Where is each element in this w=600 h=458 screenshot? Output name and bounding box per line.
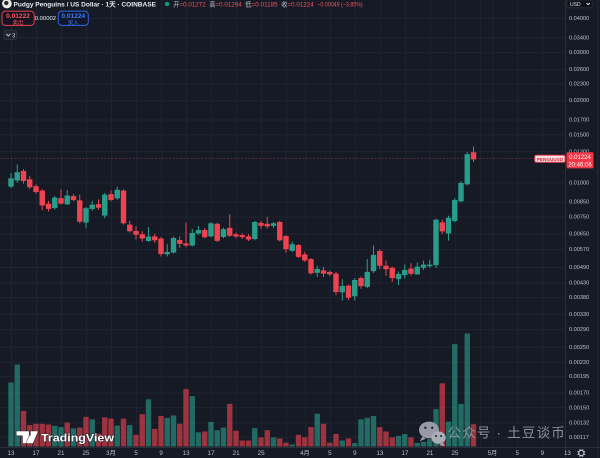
svg-text:0.00195: 0.00195 (569, 374, 589, 380)
svg-text:13: 13 (183, 450, 190, 457)
svg-text:0.00750: 0.00750 (569, 215, 589, 221)
svg-text:0.01500: 0.01500 (569, 132, 589, 138)
svg-text:3月: 3月 (106, 450, 116, 457)
svg-text:0.03400: 0.03400 (569, 35, 589, 41)
svg-text:0.00430: 0.00430 (569, 281, 589, 287)
svg-text:0.01224: 0.01224 (61, 13, 85, 20)
svg-text:0.00117: 0.00117 (569, 435, 589, 441)
svg-text:Pudgy Penguins / US Dollar · 1: Pudgy Penguins / US Dollar · 1天 · COINBA… (14, 0, 157, 8)
svg-text:0.00850: 0.00850 (569, 200, 589, 206)
svg-text:25: 25 (258, 450, 265, 457)
svg-text:0.00330: 0.00330 (569, 312, 589, 318)
svg-text:20:46:06: 20:46:06 (568, 163, 592, 169)
svg-text:25: 25 (83, 450, 90, 457)
svg-text:0.01000: 0.01000 (569, 180, 589, 186)
svg-text:0.01700: 0.01700 (569, 118, 589, 124)
svg-text:0.01222: 0.01222 (6, 13, 30, 20)
svg-text:9: 9 (159, 450, 163, 457)
svg-text:0.03000: 0.03000 (569, 50, 589, 56)
svg-text:17: 17 (401, 450, 408, 457)
svg-text:21: 21 (58, 450, 65, 457)
svg-text:0.02000: 0.02000 (569, 98, 589, 104)
svg-text:0.00650: 0.00650 (569, 232, 589, 238)
svg-text:0.00132: 0.00132 (569, 421, 589, 427)
svg-text:收=0.01224: 收=0.01224 (281, 0, 314, 9)
svg-text:17: 17 (208, 450, 215, 457)
svg-text:0.01224: 0.01224 (569, 155, 591, 161)
svg-text:9: 9 (353, 450, 357, 457)
svg-text:9: 9 (541, 450, 545, 457)
svg-text:0.02300: 0.02300 (569, 82, 589, 88)
svg-text:3: 3 (12, 34, 16, 40)
svg-text:0.00220: 0.00220 (569, 360, 589, 366)
svg-text:0.02600: 0.02600 (569, 67, 589, 73)
svg-text:低=0.01185: 低=0.01185 (245, 0, 278, 9)
svg-text:13: 13 (8, 450, 15, 457)
svg-text:PENGUUSD: PENGUUSD (537, 157, 564, 162)
svg-text:13: 13 (564, 450, 571, 457)
svg-text:0.00250: 0.00250 (569, 345, 589, 351)
svg-text:5: 5 (516, 450, 520, 457)
svg-text:21: 21 (426, 450, 433, 457)
svg-text:21: 21 (233, 450, 240, 457)
svg-text:13: 13 (376, 450, 383, 457)
svg-text:TradingView: TradingView (41, 432, 115, 444)
svg-text:买入: 买入 (68, 18, 80, 26)
svg-text:USD: USD (570, 2, 581, 8)
svg-text:0.00170: 0.00170 (569, 391, 589, 397)
svg-text:0.00570: 0.00570 (569, 247, 589, 253)
svg-text:5: 5 (328, 450, 332, 457)
svg-text:5月: 5月 (488, 450, 498, 457)
svg-text:0.00290: 0.00290 (569, 327, 589, 333)
svg-text:卖出: 卖出 (12, 18, 23, 26)
svg-text:高=0.01294: 高=0.01294 (209, 0, 242, 9)
svg-text:0.04000: 0.04000 (569, 16, 589, 22)
svg-text:25: 25 (451, 450, 458, 457)
svg-text:17: 17 (33, 450, 40, 457)
svg-text:公众号 · 土豆谈币: 公众号 · 土豆谈币 (448, 426, 567, 441)
svg-text:0.00380: 0.00380 (569, 295, 589, 301)
svg-text:0.00002: 0.00002 (35, 16, 56, 22)
svg-text:5: 5 (134, 450, 138, 457)
svg-text:开=0.01272: 开=0.01272 (173, 1, 206, 9)
svg-text:0.00150: 0.00150 (569, 405, 589, 411)
svg-text:−0.00049 (−3.85%): −0.00049 (−3.85%) (317, 2, 362, 9)
svg-text:0.00490: 0.00490 (569, 265, 589, 271)
svg-text:4月: 4月 (300, 450, 310, 457)
